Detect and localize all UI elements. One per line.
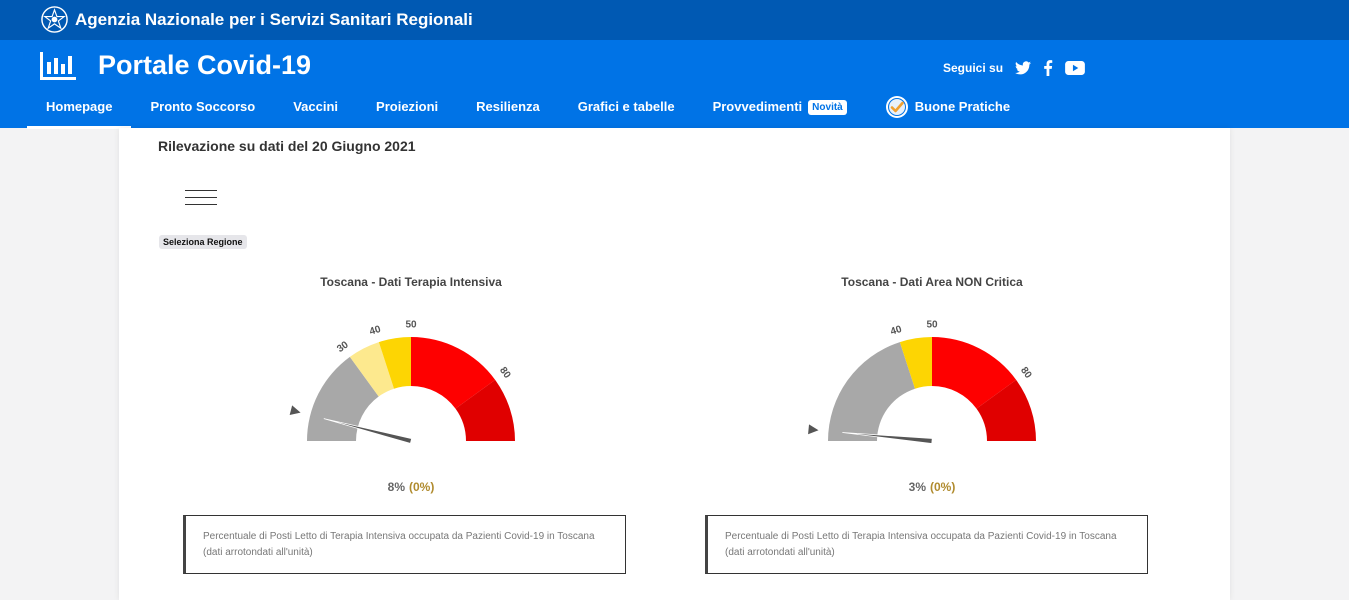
gauge-area-non-critica: 40 50 80 [808,320,1036,444]
social-links: Seguici su [943,58,1097,78]
gauge-value-terapia-intensiva: 8% (0%) [181,480,641,494]
gauge-value-area-non-critica: 3% (0%) [702,480,1162,494]
gauge-needle [323,418,413,444]
gauge-tick-label: 50 [405,320,417,331]
nav-item-proiezioni[interactable]: Proiezioni [357,88,457,126]
social-label: Seguici su [943,61,1004,75]
gauge-value-marker [289,405,301,416]
gauge-percent: 3% [908,480,926,494]
gauge-description-area-non-critica: Percentuale di Posti Letto di Terapia In… [705,515,1148,574]
gauge-title-terapia-intensiva: Toscana - Dati Terapia Intensiva [320,275,502,289]
data-date-heading: Rilevazione su dati del 20 Giugno 2021 [158,138,416,154]
content-panel: Rilevazione su dati del 20 Giugno 2021 S… [119,128,1230,600]
nav-label: Proiezioni [376,99,439,114]
gauge-band [828,342,916,441]
portal-header: Portale Covid-19 Seguici su Homepage Pro… [0,40,1349,129]
description-text: Percentuale di Posti Letto di Terapia In… [725,530,1117,542]
bar-chart-logo-icon[interactable] [38,50,78,82]
description-note: (dati arrotondati all'unità) [725,546,835,558]
gauge-tick-label: 50 [926,320,938,331]
gauge-terapia-intensiva: 30 40 50 80 [289,320,515,444]
nav-label: Resilienza [476,99,540,114]
gauge-delta: (0%) [930,480,956,494]
gauge-tick-label: 40 [368,324,382,338]
gauge-needle [842,432,933,444]
facebook-icon[interactable] [1043,60,1053,76]
new-badge: Novità [808,99,847,115]
main-nav: Homepage Pronto Soccorso Vaccini Proiezi… [27,88,1029,129]
nav-label: Vaccini [293,99,339,114]
select-region-button[interactable]: Seleziona Regione [159,235,247,249]
nav-item-resilienza[interactable]: Resilienza [457,88,559,126]
gauge-delta: (0%) [409,480,435,494]
italian-republic-emblem-icon [41,6,68,33]
nav-item-vaccini[interactable]: Vaccini [274,88,357,126]
nav-label: Provvedimenti [712,99,803,114]
gauge-band [455,379,515,441]
gauge-band [899,337,932,389]
gauge-band [307,356,379,441]
nav-label: Grafici e tabelle [577,99,675,114]
menu-toggle-icon[interactable] [185,190,217,208]
nav-label: Homepage [46,99,113,114]
checkmark-badge-icon [885,96,908,118]
gauge-band [932,337,1017,409]
twitter-icon[interactable] [1015,61,1032,75]
description-text: Percentuale di Posti Letto di Terapia In… [203,530,595,542]
gauge-percent: 8% [387,480,405,494]
nav-item-provvedimenti[interactable]: Provvedimenti Novità [694,88,866,126]
gauge-band [349,342,395,397]
gauge-value-marker [808,424,819,435]
nav-label: Pronto Soccorso [150,99,256,114]
nav-label: Buone Pratiche [914,99,1011,114]
gauge-band [976,379,1036,441]
youtube-icon[interactable] [1065,61,1085,75]
gauge-description-terapia-intensiva: Percentuale di Posti Letto di Terapia In… [183,515,626,574]
nav-item-pronto-soccorso[interactable]: Pronto Soccorso [131,88,274,126]
nav-item-grafici-e-tabelle[interactable]: Grafici e tabelle [559,88,694,126]
description-note: (dati arrotondati all'unità) [203,546,313,558]
gauge-tick-label: 40 [889,324,903,338]
portal-title[interactable]: Portale Covid-19 [98,50,312,80]
gauge-band [378,337,411,389]
gauge-tick-label: 80 [1018,365,1034,381]
gauge-tick-label: 30 [335,339,351,355]
nav-item-buone-pratiche[interactable]: Buone Pratiche [866,88,1029,126]
gauge-band [411,337,496,409]
agency-bar: Agenzia Nazionale per i Servizi Sanitari… [0,0,1349,40]
gauge-tick-label: 80 [497,365,513,381]
agency-name: Agenzia Nazionale per i Servizi Sanitari… [75,10,473,29]
gauge-title-area-non-critica: Toscana - Dati Area NON Critica [841,275,1023,289]
nav-item-homepage[interactable]: Homepage [27,88,132,129]
